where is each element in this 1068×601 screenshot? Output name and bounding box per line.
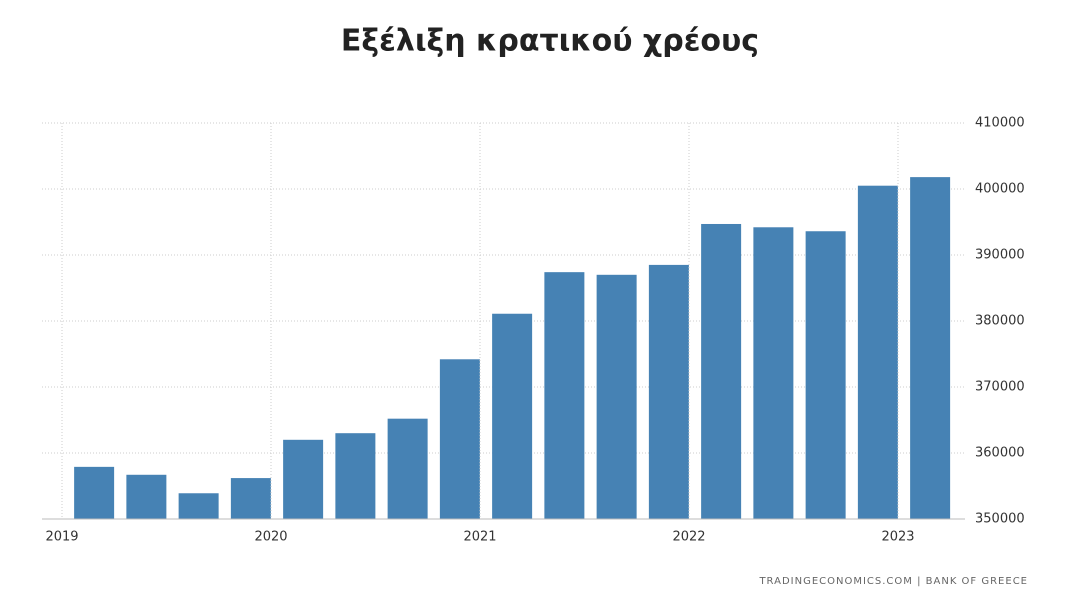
bar: [857, 185, 898, 519]
bar: [648, 264, 689, 519]
bar: [753, 227, 794, 519]
y-tick-label: 390000: [975, 248, 1025, 263]
bar: [492, 313, 533, 519]
chart-title: Εξέλιξη κρατικού χρέους: [341, 24, 759, 59]
bar: [126, 474, 167, 519]
y-tick-label: 360000: [975, 446, 1025, 461]
bar: [178, 493, 219, 519]
x-tick-label: 2019: [45, 530, 78, 545]
bar: [701, 223, 742, 520]
x-tick-label: 2023: [881, 530, 914, 545]
bar: [805, 231, 846, 520]
bar: [74, 466, 115, 519]
y-tick-label: 380000: [975, 314, 1025, 329]
bar: [439, 359, 480, 519]
bar: [596, 274, 637, 519]
x-tick-label: 2020: [254, 530, 287, 545]
x-tick-label: 2022: [672, 530, 705, 545]
bar: [335, 433, 376, 519]
x-tick-label: 2021: [463, 530, 496, 545]
bar: [230, 478, 271, 519]
y-tick-label: 370000: [975, 380, 1025, 395]
bar: [910, 177, 951, 519]
y-tick-label: 400000: [975, 182, 1025, 197]
bar: [544, 272, 585, 519]
bar: [387, 418, 428, 519]
y-tick-label: 350000: [975, 512, 1025, 527]
bar: [283, 439, 324, 519]
y-tick-label: 410000: [975, 116, 1025, 131]
source: TRADINGECONOMICS.COM | BANK OF GREECE: [758, 576, 1028, 587]
